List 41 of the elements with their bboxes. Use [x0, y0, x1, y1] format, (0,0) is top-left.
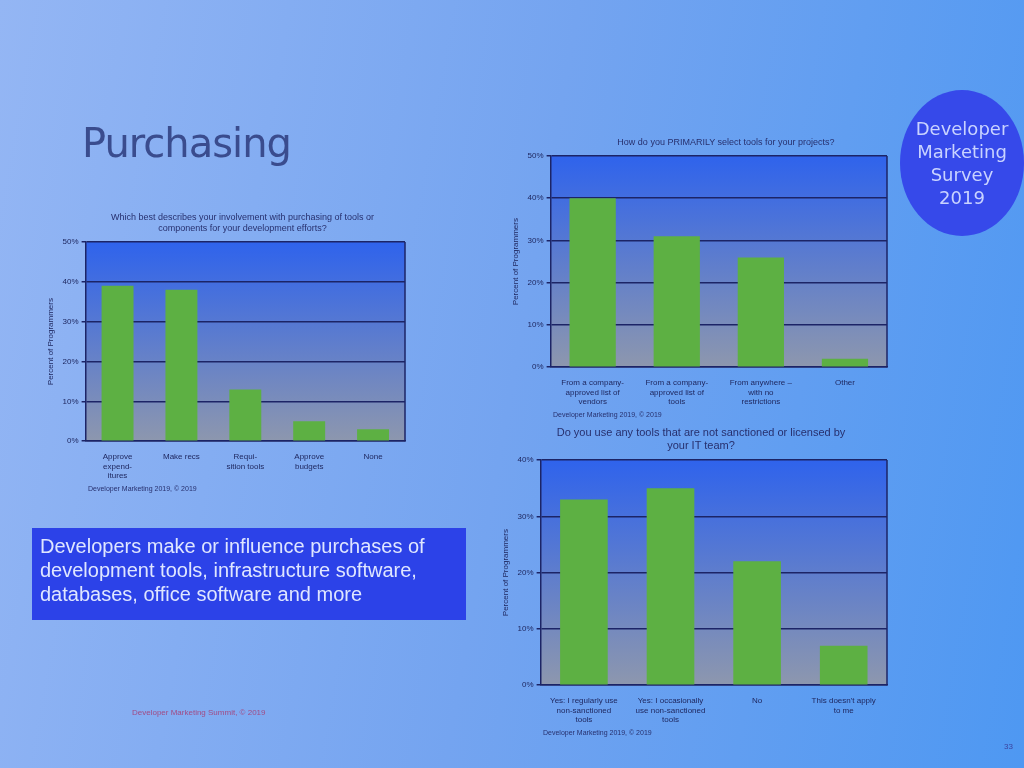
y-tick-label: 20%: [527, 277, 544, 287]
chart-title: How do you PRIMARILY select tools for your projects?: [616, 137, 836, 148]
text: Purchasing: [82, 120, 291, 166]
y-tick-label: 10%: [62, 396, 79, 406]
text: Developer Marketing Survey 2019: [914, 117, 1010, 209]
y-tick-label: 50%: [62, 236, 79, 246]
x-tick-label: None: [363, 451, 384, 461]
y-axis-title: Percent of Programmers: [501, 529, 510, 617]
y-tick-label: 30%: [517, 511, 534, 521]
y-tick-label: 40%: [527, 193, 544, 203]
y-tick-label: 50%: [527, 151, 544, 160]
x-tick-label: Requi-sition tools: [226, 451, 265, 471]
x-tick-label: Make recs: [162, 451, 200, 461]
text: 33: [1004, 742, 1013, 751]
x-tick-label: Other: [834, 378, 856, 387]
x-tick-label: Yes: I occasionally use non-sanctioned tools: [635, 696, 706, 725]
y-tick-label: 10%: [527, 319, 544, 329]
y-tick-label: 40%: [62, 276, 79, 286]
y-axis-title: Percent of Programmers: [46, 297, 55, 385]
y-tick-label: 0%: [67, 436, 79, 445]
text: Developers make or influence purchases of development tools, infrastructure software, databases, office software and more: [32, 528, 466, 620]
x-tick-label: From a company-approved list of tools: [645, 378, 709, 407]
y-axis-title: Percent of Programmers: [511, 217, 520, 305]
x-tick-label: From a company-approved list of vendors: [561, 378, 625, 407]
x-tick-label: Yes: I regularly use non-sanctioned tools: [550, 696, 619, 725]
y-tick-label: 20%: [517, 568, 534, 578]
chart-title: Do you use any tools that are not sanctioned or licensed by your IT team?: [555, 426, 847, 453]
x-tick-label: From anywhere – with no restrictions: [729, 378, 793, 407]
chart-title: Which best describes your involvement with purchasing of tools or components for your development efforts?: [109, 212, 376, 234]
y-tick-label: 20%: [62, 356, 79, 366]
x-tick-label: No: [751, 696, 763, 706]
text: Developer Marketing Summit, © 2019: [132, 708, 266, 717]
x-tick-label: This doesn't apply to me: [811, 696, 876, 716]
y-tick-label: 10%: [517, 624, 534, 634]
y-tick-label: 40%: [517, 455, 534, 465]
y-tick-label: 30%: [62, 316, 79, 326]
y-tick-label: 0%: [522, 680, 534, 690]
x-tick-label: Approve expend-itures: [102, 451, 133, 480]
y-tick-label: 30%: [527, 235, 544, 245]
x-tick-label: Approve budgets: [294, 451, 325, 471]
y-tick-label: 0%: [532, 362, 544, 372]
